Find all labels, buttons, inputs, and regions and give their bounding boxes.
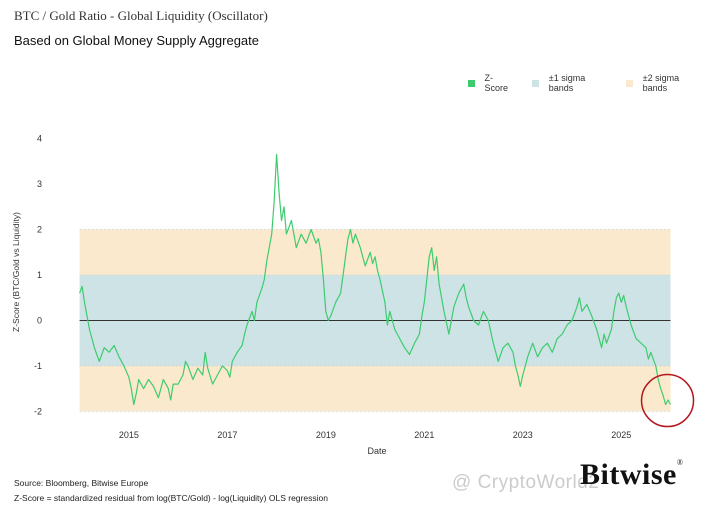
chart-title: BTC / Gold Ratio - Global Liquidity (Osc… — [14, 8, 268, 23]
y-tick-label: -2 — [34, 406, 42, 416]
legend-sigma2-swatch — [626, 79, 633, 87]
x-axis-label: Date — [367, 446, 386, 456]
zscore-line — [79, 153, 672, 406]
legend-sigma1-swatch — [532, 79, 539, 87]
brand-logo: Bitwise® — [580, 458, 683, 492]
y-tick-label: 4 — [37, 134, 42, 144]
footer-source: Source: Bloomberg, Bitwise Europe — [14, 478, 149, 488]
brand-name: Bitwise — [580, 458, 677, 491]
legend-zscore-label: Z-Score — [484, 73, 509, 93]
legend-zscore-swatch — [468, 79, 475, 87]
y-tick-label: -1 — [34, 361, 42, 371]
legend-sigma2-label: ±2 sigma bands — [642, 73, 680, 93]
y-tick-label: 0 — [37, 315, 42, 325]
brand-mark: ® — [676, 458, 684, 467]
y-tick-label: 2 — [37, 225, 42, 235]
legend: Z-Score ±1 sigma bands ±2 sigma bands — [468, 73, 720, 93]
footer-note: Z-Score = standardized residual from log… — [14, 493, 328, 503]
chart-subtitle: Based on Global Money Supply Aggregate — [14, 33, 260, 48]
watermark: @ CryptoWorld2 — [452, 472, 600, 493]
highlight-circle — [640, 373, 695, 428]
legend-sigma2: ±2 sigma bands — [626, 73, 702, 93]
x-tick-label: 2021 — [414, 430, 434, 440]
y-tick-label: 1 — [37, 270, 42, 280]
y-axis-label: Z-Score (BTC/Gold vs Liquidity) — [11, 212, 21, 332]
legend-zscore: Z-Score — [468, 73, 514, 93]
x-tick-label: 2019 — [316, 430, 336, 440]
x-tick-label: 2025 — [611, 430, 631, 440]
legend-sigma1: ±1 sigma bands — [532, 73, 608, 93]
legend-sigma1-label: ±1 sigma bands — [548, 73, 586, 93]
y-tick-label: 3 — [37, 179, 42, 189]
x-tick-label: 2017 — [217, 430, 237, 440]
x-tick-label: 2023 — [513, 430, 533, 440]
x-tick-label: 2015 — [119, 430, 139, 440]
